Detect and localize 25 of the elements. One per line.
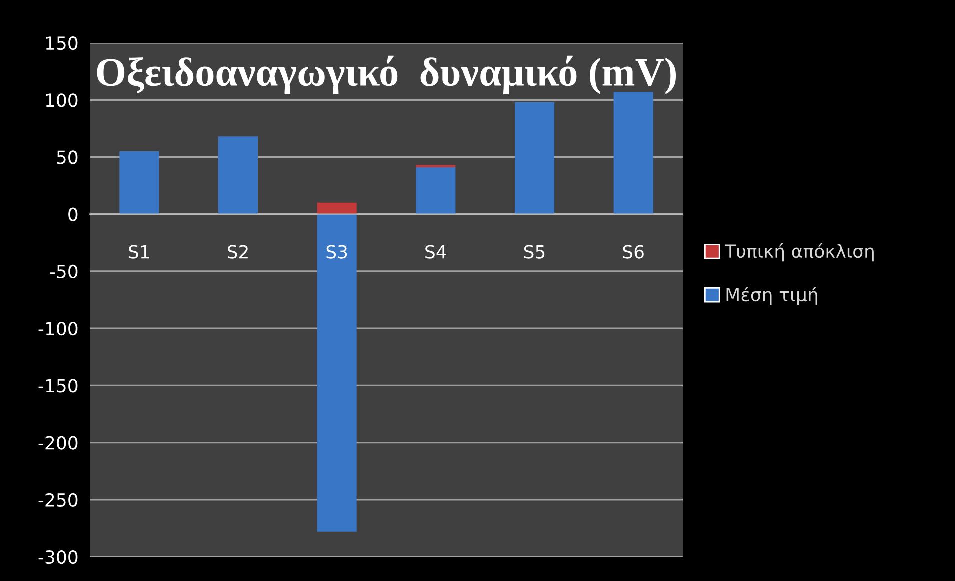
- y-tick-label: -250: [38, 493, 78, 508]
- x-tick-label: S5: [524, 245, 545, 259]
- legend-label: Τυπική απόκλιση: [724, 243, 874, 262]
- y-tick-label: -100: [38, 322, 78, 336]
- bar: [317, 202, 357, 214]
- y-tick-label: -150: [38, 379, 78, 393]
- bar: [514, 102, 555, 214]
- chart-title: Οξειδοαναγωγικό δυναμικό (mV): [97, 56, 676, 94]
- y-tick-label: -300: [38, 550, 78, 564]
- y-tick-label: 150: [46, 36, 78, 50]
- y-tick-label: -50: [50, 264, 78, 279]
- y-tick-label: -200: [38, 436, 78, 450]
- bar: [120, 152, 160, 214]
- x-tick-label: S4: [426, 245, 446, 259]
- bar: [416, 168, 456, 214]
- y-tick-label: 100: [46, 94, 78, 108]
- x-tick-label: S2: [228, 245, 248, 259]
- x-tick-label: S6: [623, 245, 644, 259]
- x-tick-label: S1: [129, 245, 150, 259]
- legend-label: Μέση τιμή: [726, 286, 818, 306]
- y-tick-label: 0: [68, 208, 78, 222]
- bar: [317, 214, 357, 532]
- y-tick-label: 50: [57, 150, 78, 164]
- x-tick-label: S3: [326, 245, 348, 259]
- bar: [218, 136, 258, 214]
